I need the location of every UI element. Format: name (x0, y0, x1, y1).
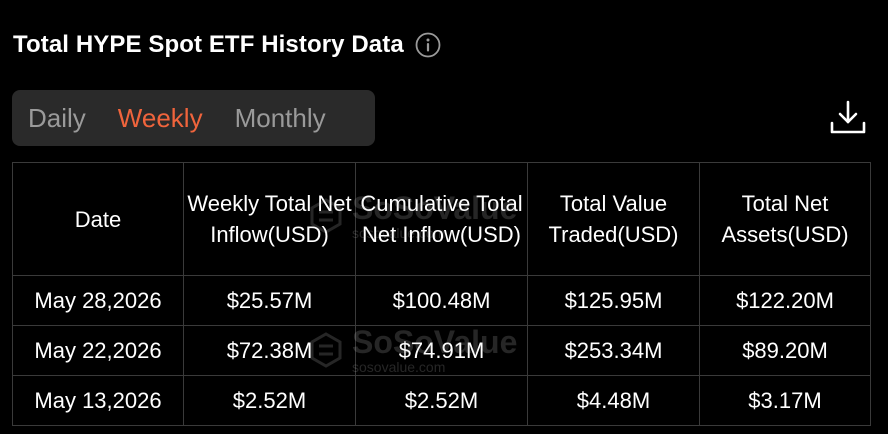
table-row: May 28,2026 $25.57M $100.48M $125.95M $1… (12, 275, 871, 326)
cell-weekly-net-inflow: $2.52M (183, 375, 356, 426)
title-row: Total HYPE Spot ETF History Data (13, 31, 441, 59)
cell-total-value-traded: $125.95M (527, 275, 700, 326)
download-icon[interactable] (828, 98, 868, 138)
cell-total-net-assets: $89.20M (699, 325, 871, 376)
table-row: May 13,2026 $2.52M $2.52M $4.48M $3.17M (12, 375, 871, 426)
header-date: Date (12, 162, 184, 276)
cell-weekly-net-inflow: $72.38M (183, 325, 356, 376)
cell-total-net-assets: $122.20M (699, 275, 871, 326)
cell-weekly-net-inflow: $25.57M (183, 275, 356, 326)
table-row: May 22,2026 $72.38M $74.91M $253.34M $89… (12, 325, 871, 376)
header-cumulative-net-inflow: Cumulative Total Net Inflow(USD) (355, 162, 528, 276)
cell-total-value-traded: $253.34M (527, 325, 700, 376)
cell-date: May 28,2026 (12, 275, 184, 326)
cell-total-net-assets: $3.17M (699, 375, 871, 426)
cell-date: May 22,2026 (12, 325, 184, 376)
cell-cumulative-net-inflow: $74.91M (355, 325, 528, 376)
tab-weekly[interactable]: Weekly (117, 102, 203, 133)
tab-daily[interactable]: Daily (28, 102, 86, 133)
cell-cumulative-net-inflow: $100.48M (355, 275, 528, 326)
header-total-net-assets: Total Net Assets(USD) (699, 162, 871, 276)
page-title: Total HYPE Spot ETF History Data (13, 31, 404, 58)
history-table: Date Weekly Total Net Inflow(USD) Cumula… (12, 162, 871, 426)
header-weekly-net-inflow: Weekly Total Net Inflow(USD) (183, 162, 356, 276)
tab-monthly[interactable]: Monthly (234, 102, 326, 133)
cell-date: May 13,2026 (12, 375, 184, 426)
cell-total-value-traded: $4.48M (527, 375, 700, 426)
cell-cumulative-net-inflow: $2.52M (355, 375, 528, 426)
header-total-value-traded: Total Value Traded(USD) (527, 162, 700, 276)
info-icon[interactable] (415, 32, 441, 58)
period-tabs: Daily Weekly Monthly (12, 90, 375, 146)
table-header-row: Date Weekly Total Net Inflow(USD) Cumula… (12, 162, 871, 276)
